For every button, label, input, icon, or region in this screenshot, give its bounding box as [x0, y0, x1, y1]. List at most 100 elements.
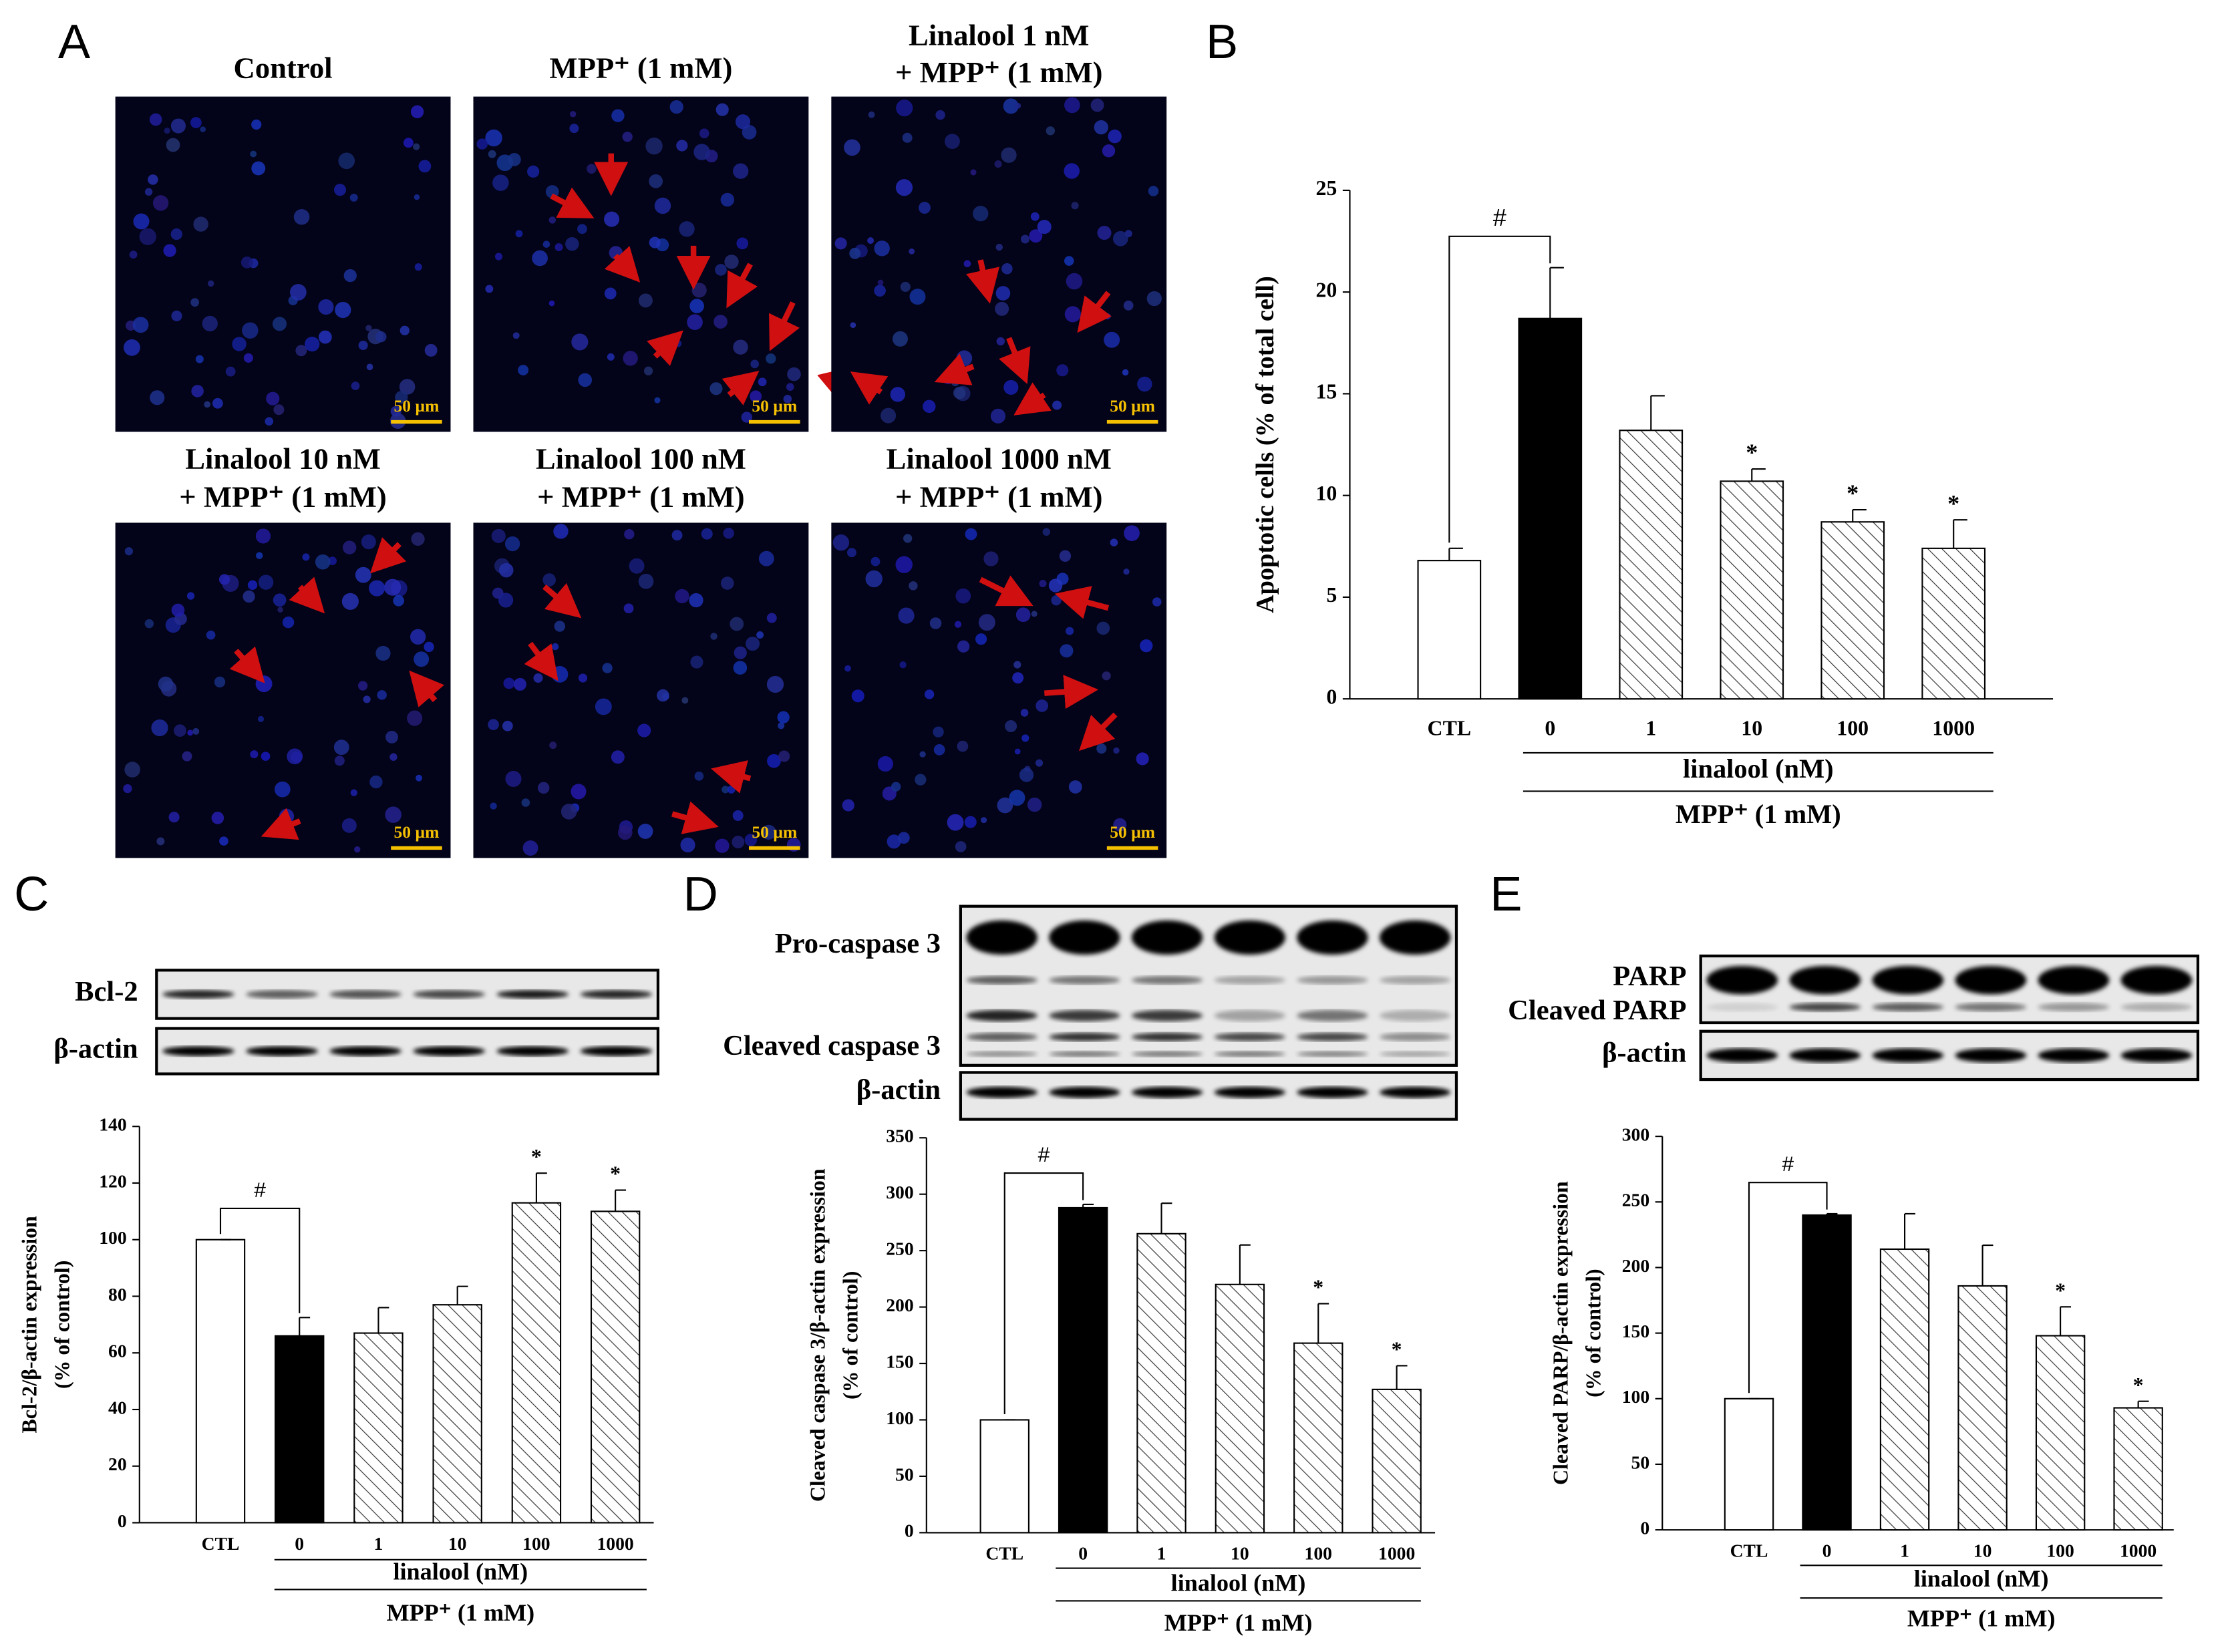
nucleus [643, 366, 653, 375]
nucleus [152, 195, 169, 211]
band [1049, 975, 1120, 985]
bar [1879, 1248, 1930, 1531]
group-label: MPP⁺ (1 mM) [387, 1599, 535, 1626]
nucleus [200, 126, 206, 132]
nucleus [1042, 528, 1051, 536]
nucleus [1112, 230, 1128, 246]
nucleus [186, 592, 195, 600]
nucleus [148, 174, 158, 185]
bar [2113, 1407, 2163, 1531]
nucleus [247, 580, 258, 591]
nucleus [604, 287, 617, 300]
nucleus [629, 558, 645, 574]
band [1131, 1051, 1203, 1057]
nucleus [258, 574, 274, 590]
nucleus [1021, 734, 1029, 742]
arrow [289, 576, 325, 614]
nucleus [255, 675, 273, 693]
x-tick-label: CTL [202, 1533, 240, 1554]
nucleus [553, 524, 569, 539]
group-label: linalool (nM) [393, 1558, 528, 1585]
y-tick-label: 250 [1622, 1190, 1649, 1210]
nucleus [232, 337, 247, 351]
nucleus [997, 797, 1013, 814]
nucleus [983, 551, 999, 566]
nucleus [164, 128, 170, 134]
y-tick-label: 0 [118, 1510, 127, 1531]
nucleus [527, 165, 540, 178]
nucleus [551, 643, 559, 651]
bar [1802, 1214, 1852, 1531]
nucleus [1064, 256, 1074, 266]
nucleus [964, 816, 977, 828]
bracket [1748, 1182, 1828, 1393]
blot-frame [1699, 954, 2200, 1025]
nucleus [909, 581, 918, 591]
chart: 0 20 40 60 80 100 120 140 CTL 0 1 10 100 * 1000 * # linal… [17, 1114, 654, 1626]
nucleus [746, 637, 760, 651]
y-axis-label: (% of control) [1582, 1269, 1605, 1397]
nucleus [375, 645, 391, 661]
nucleus [1021, 234, 1030, 244]
bar [1417, 560, 1482, 700]
band [162, 990, 234, 999]
y-tick-label: 10 [1315, 482, 1337, 505]
significance-marker: * [1947, 490, 1959, 516]
nucleus [730, 617, 744, 631]
group-label: MPP⁺ (1 mM) [1907, 1605, 2056, 1632]
arrow [934, 353, 975, 385]
nucleus [877, 756, 893, 772]
nucleus [844, 139, 860, 156]
blot: Bcl-2 β-actin [53, 969, 660, 1076]
arrow [524, 641, 559, 681]
arrow [647, 330, 683, 366]
nucleus [192, 727, 200, 735]
nucleus [293, 208, 310, 225]
nucleus [637, 723, 651, 737]
nucleus [513, 677, 526, 691]
nucleus [676, 140, 688, 152]
nucleus [710, 633, 718, 640]
nucleus [909, 289, 926, 305]
y-tick-label: 60 [108, 1341, 127, 1361]
bar [1820, 521, 1885, 700]
nucleus [783, 394, 792, 403]
nucleus [699, 128, 709, 139]
nucleus [955, 841, 967, 852]
nucleus [909, 248, 915, 255]
arrow [1079, 712, 1118, 752]
nucleus [195, 355, 204, 363]
nucleus [847, 548, 856, 558]
band [1379, 1051, 1451, 1057]
significance-marker: * [610, 1162, 621, 1186]
nucleus [994, 160, 1002, 168]
significance-marker: * [1392, 1337, 1402, 1361]
nucleus [638, 573, 654, 589]
band [1214, 1086, 1285, 1098]
band [1706, 1003, 1778, 1011]
nucleus [491, 528, 506, 543]
nucleus [611, 109, 625, 122]
nucleus [956, 350, 973, 367]
nucleus [715, 838, 730, 853]
blot-label: β-actin [1602, 1037, 1686, 1069]
band [1706, 1048, 1778, 1063]
y-axis-label: (% of control) [50, 1261, 73, 1389]
nucleus [990, 408, 1006, 424]
band [1872, 1003, 1944, 1011]
nucleus [955, 588, 971, 604]
band [1789, 1048, 1861, 1063]
y-tick-label: 150 [1622, 1321, 1649, 1341]
nucleus [1035, 759, 1044, 767]
blot-label: Pro-caspase 3 [775, 928, 941, 959]
micrograph-title: + MPP⁺ (1 mM) [895, 480, 1103, 514]
nucleus [338, 152, 355, 170]
x-tick-label: CTL [985, 1543, 1023, 1564]
nucleus [732, 810, 744, 821]
nucleus [970, 169, 977, 176]
nucleus [1005, 720, 1017, 733]
nucleus [266, 391, 280, 405]
nucleus [1113, 747, 1120, 754]
band [496, 1046, 569, 1056]
